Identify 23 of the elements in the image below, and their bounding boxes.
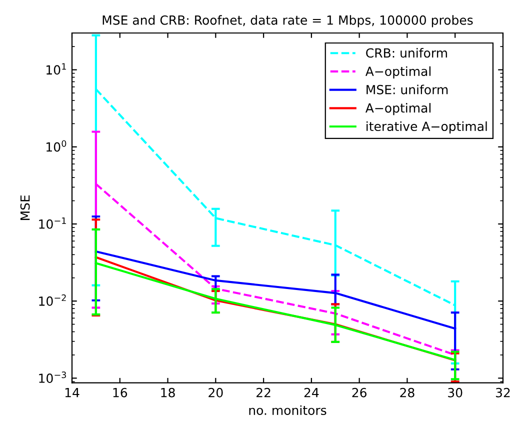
y-tick-label: 10$^{0}$ — [46, 140, 66, 152]
y-tick-label: 10$^{1}$ — [46, 63, 66, 75]
chart-title: MSE and CRB: Roofnet, data rate = 1 Mbps, 100000 probes — [102, 15, 473, 28]
legend-label: A−optimal — [365, 66, 431, 78]
legend-label: CRB: uniform — [366, 48, 447, 58]
x-tick-label: 16 — [113, 388, 128, 398]
legend-label: iterative A−optimal — [366, 121, 487, 134]
x-tick-label: 26 — [352, 388, 366, 398]
x-tick-label: 28 — [400, 388, 414, 398]
x-axis-title: no. monitors — [249, 405, 326, 416]
y-tick-label: 10$^{−3}$ — [39, 372, 66, 383]
x-tick-label: 22 — [256, 388, 270, 398]
y-tick-label: 10$^{−1}$ — [39, 217, 66, 229]
x-tick-label: 14 — [65, 388, 80, 398]
x-tick-label: 30 — [448, 388, 462, 398]
legend-label: MSE: uniform — [366, 84, 448, 94]
x-tick-label: 20 — [208, 388, 223, 398]
y-tick-label: 10$^{−2}$ — [39, 294, 66, 306]
y-axis-title: MSE — [20, 195, 30, 220]
x-tick-label: 18 — [161, 388, 175, 398]
legend-label: A−optimal — [365, 103, 431, 116]
x-tick-label: 32 — [496, 388, 510, 398]
x-tick-label: 24 — [304, 388, 319, 398]
